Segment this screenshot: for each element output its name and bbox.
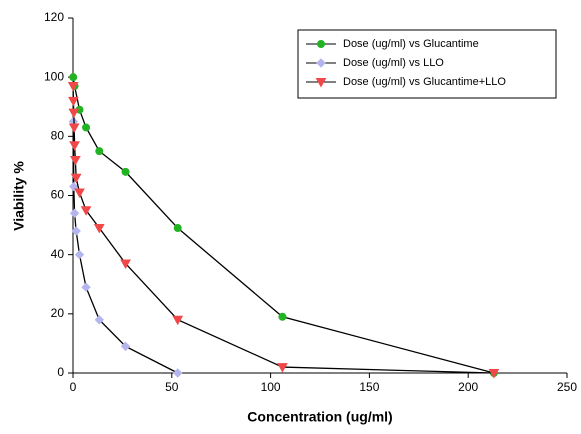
point — [68, 96, 79, 107]
point — [81, 282, 91, 292]
legend-label: Dose (ug/ml) vs Glucantime+LLO — [343, 76, 506, 88]
point — [173, 224, 182, 233]
x-tick-label: 250 — [557, 380, 577, 394]
y-tick-label: 40 — [51, 247, 65, 261]
point — [71, 226, 81, 236]
point — [277, 363, 288, 373]
point — [69, 73, 78, 82]
point — [94, 315, 104, 325]
x-axis-label: Concentration (ug/ml) — [247, 409, 392, 425]
point — [67, 82, 79, 92]
point — [69, 208, 80, 218]
y-tick-label: 20 — [51, 306, 65, 320]
point — [172, 315, 184, 326]
point — [70, 173, 82, 184]
point — [278, 312, 287, 321]
point — [74, 249, 85, 260]
point — [68, 123, 80, 133]
x-tick-label: 200 — [458, 380, 478, 394]
legend-marker — [316, 58, 326, 68]
x-tick-label: 100 — [261, 380, 281, 394]
legend-marker — [315, 78, 327, 88]
y-tick-label: 80 — [51, 129, 65, 143]
point — [120, 341, 131, 352]
legend-box — [297, 29, 557, 99]
series-line — [72, 121, 179, 374]
point — [95, 147, 104, 156]
point — [488, 369, 500, 379]
point — [70, 156, 81, 166]
legend-label: Dose (ug/ml) vs Glucantime — [343, 38, 479, 50]
series-line — [72, 77, 495, 374]
point — [120, 259, 131, 270]
y-tick-label: 60 — [51, 188, 65, 202]
point — [74, 188, 85, 199]
y-axis-label: Viability % — [11, 161, 27, 231]
y-tick-label: 120 — [44, 10, 64, 24]
point — [68, 108, 80, 119]
point — [93, 224, 105, 234]
point — [121, 167, 130, 176]
legend-marker — [317, 40, 325, 48]
point — [82, 123, 91, 132]
series-line — [72, 86, 494, 374]
y-tick-label: 100 — [44, 69, 64, 83]
point — [80, 206, 92, 216]
point — [173, 368, 183, 378]
x-tick-label: 0 — [70, 380, 77, 394]
point — [69, 141, 80, 151]
legend-label: Dose (ug/ml) vs LLO — [343, 57, 444, 69]
y-tick-label: 0 — [57, 365, 64, 379]
x-tick-label: 150 — [359, 380, 379, 394]
x-tick-label: 50 — [165, 380, 179, 394]
